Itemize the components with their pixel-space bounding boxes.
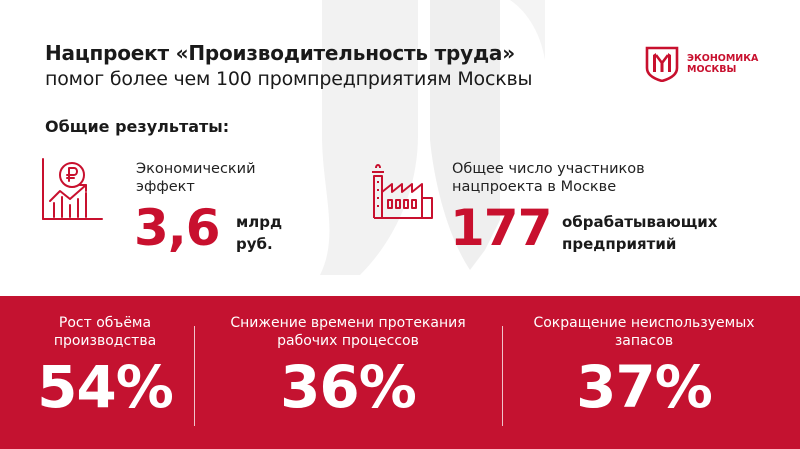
stat-label-line-1: Рост объёма: [58, 315, 152, 331]
ruble-growth-chart-icon: [42, 158, 103, 220]
metric-label-line-1: Экономический: [136, 161, 256, 177]
stat-process-time-reduction: Снижение времени протекания рабочих проц…: [198, 296, 498, 449]
metric-economic-label: Экономический эффект: [136, 160, 256, 196]
unit-line-1: млрд: [236, 213, 283, 231]
stat-label: Снижение времени протекания рабочих проц…: [198, 314, 498, 350]
title-line-1: Нацпроект «Производительность труда»: [45, 41, 515, 65]
metric-participants-unit: обрабатывающих предприятий: [562, 211, 717, 255]
stat-label: Сокращение неиспользуемых запасов: [506, 314, 782, 350]
background-shape: [320, 0, 545, 275]
unit-line-1: обрабатывающих: [562, 213, 718, 231]
metric-label-line-2: эффект: [136, 179, 195, 195]
stat-value: 37%: [576, 353, 713, 421]
stat-divider: [502, 326, 503, 426]
stat-label-line-2: производства: [53, 333, 157, 349]
stat-unused-stock-reduction: Сокращение неиспользуемых запасов 37%: [506, 296, 782, 449]
factory-icon: [372, 164, 433, 219]
unit-line-2: предприятий: [562, 235, 677, 253]
metric-participants-value: 177: [450, 199, 552, 257]
stat-label-line-2: запасов: [614, 333, 674, 349]
metric-label-line-1: Общее число участников: [452, 161, 645, 177]
logo: ЭКОНОМИКА МОСКВЫ: [645, 46, 758, 82]
logo-text: ЭКОНОМИКА МОСКВЫ: [687, 53, 758, 75]
moscow-economy-logo-icon: [645, 46, 679, 82]
metric-participants-label: Общее число участников нацпроекта в Моск…: [452, 160, 645, 196]
logo-line-2: МОСКВЫ: [687, 64, 737, 75]
stat-production-growth: Рост объёма производства 54%: [20, 296, 190, 449]
stat-label-line-2: рабочих процессов: [277, 333, 419, 349]
title-line-2: помог более чем 100 промпредприятиям Мос…: [45, 68, 533, 90]
metric-economic-value: 3,6: [134, 199, 221, 257]
logo-line-1: ЭКОНОМИКА: [687, 53, 759, 64]
stats-band: Рост объёма производства 54% Снижение вр…: [0, 296, 800, 449]
metric-label-line-2: нацпроекта в Москве: [452, 179, 617, 195]
stat-label: Рост объёма производства: [20, 314, 190, 350]
stat-divider: [194, 326, 195, 426]
stat-value: 36%: [280, 353, 417, 421]
stat-label-line-1: Снижение времени протекания: [230, 315, 466, 331]
unit-line-2: руб.: [236, 235, 273, 253]
section-heading: Общие результаты:: [45, 117, 230, 136]
metric-economic-unit: млрд руб.: [236, 211, 282, 255]
page-title: Нацпроект «Производительность труда» пом…: [45, 40, 532, 92]
stat-label-line-1: Сокращение неиспользуемых: [533, 315, 755, 331]
stat-value: 54%: [37, 353, 174, 421]
